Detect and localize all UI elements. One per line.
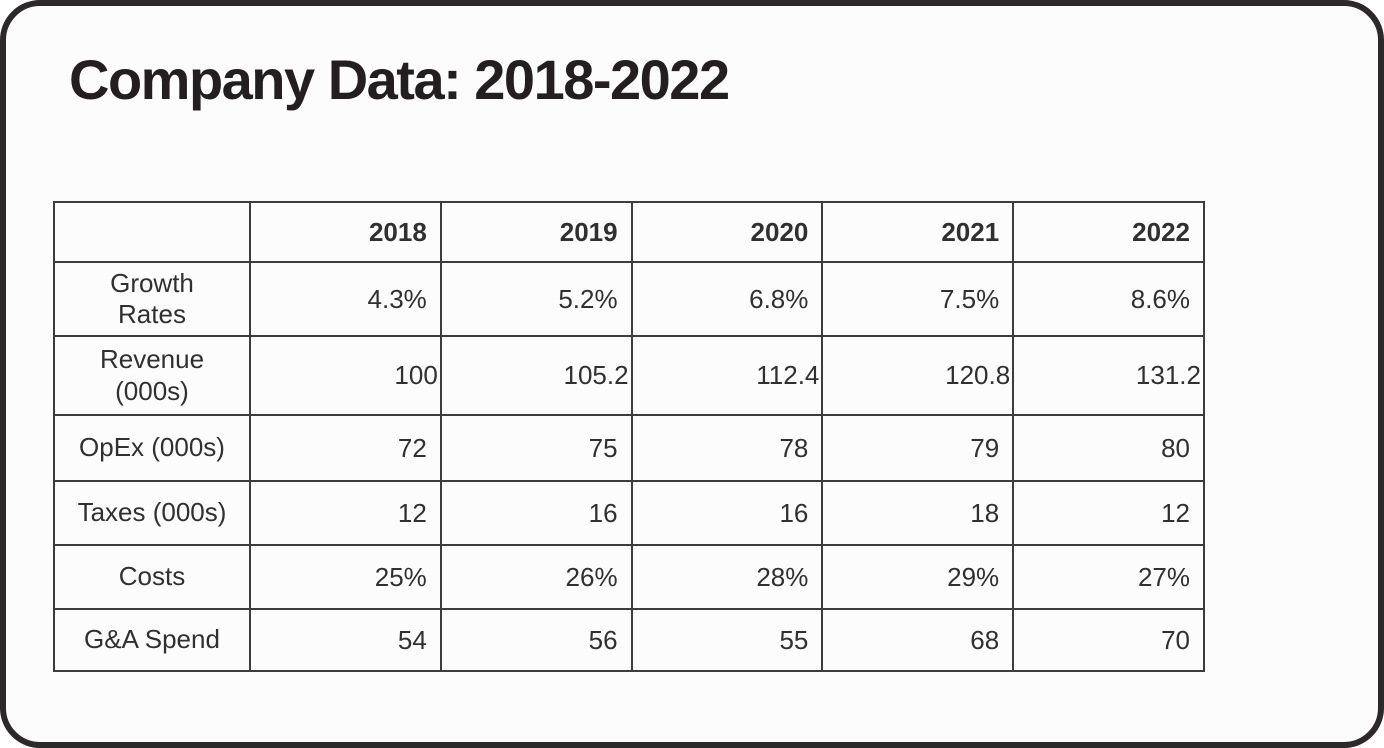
cell-value: 25%	[249, 544, 442, 610]
cell-value: 112.4	[630, 335, 824, 416]
cell-value: 131.2	[1012, 335, 1205, 416]
cell-value: 12	[249, 480, 442, 546]
table-row: Growth Rates 4.3% 5.2% 6.8% 7.5% 8.6%	[53, 261, 1205, 337]
table-body: Growth Rates 4.3% 5.2% 6.8% 7.5% 8.6% Revenue …	[53, 261, 1205, 672]
column-header-2021: 2021	[821, 201, 1015, 263]
column-header-2019: 2019	[439, 201, 633, 263]
cell-value: 100	[249, 335, 442, 416]
cell-value: 54	[249, 608, 442, 672]
cell-value: 6.8%	[630, 261, 824, 337]
cell-value: 55	[630, 608, 824, 672]
table-row: Costs 25% 26% 28% 29% 27%	[53, 544, 1205, 610]
row-label: Taxes (000s)	[53, 480, 251, 546]
row-label: OpEx (000s)	[53, 414, 251, 482]
cell-value: 80	[1012, 414, 1205, 482]
cell-value: 26%	[439, 544, 633, 610]
cell-value: 29%	[821, 544, 1015, 610]
table-row: G&A Spend 54 56 55 68 70	[53, 608, 1205, 672]
row-label: Revenue (000s)	[53, 335, 251, 416]
row-label: G&A Spend	[53, 608, 251, 672]
cell-value: 72	[249, 414, 442, 482]
cell-value: 4.3%	[249, 261, 442, 337]
table-header: 2018 2019 2020 2021 2022	[53, 201, 1205, 263]
cell-value: 75	[439, 414, 633, 482]
row-label: Costs	[53, 544, 251, 610]
cell-value: 18	[821, 480, 1015, 546]
company-data-table: 2018 2019 2020 2021 2022 Growth Rates 4.3% 5.2…	[53, 201, 1205, 672]
cell-value: 12	[1012, 480, 1205, 546]
cell-value: 105.2	[439, 335, 633, 416]
cell-value: 27%	[1012, 544, 1205, 610]
cell-value: 28%	[630, 544, 824, 610]
cell-value: 16	[439, 480, 633, 546]
column-header-2022: 2022	[1012, 201, 1205, 263]
cell-value: 79	[821, 414, 1015, 482]
table-row: Revenue (000s) 100 105.2 112.4 120.8 131.2	[53, 335, 1205, 416]
cell-value: 78	[630, 414, 824, 482]
column-header-2018: 2018	[249, 201, 442, 263]
cell-value: 68	[821, 608, 1015, 672]
slide-title: Company Data: 2018-2022	[69, 48, 730, 111]
row-label: Growth Rates	[53, 261, 251, 337]
table-row: OpEx (000s) 72 75 78 79 80	[53, 414, 1205, 482]
column-header-2020: 2020	[630, 201, 824, 263]
cell-value: 8.6%	[1012, 261, 1205, 337]
corner-header-cell	[53, 201, 251, 263]
cell-value: 120.8	[821, 335, 1015, 416]
cell-value: 70	[1012, 608, 1205, 672]
cell-value: 7.5%	[821, 261, 1015, 337]
table-row: Taxes (000s) 12 16 16 18 12	[53, 480, 1205, 546]
cell-value: 56	[439, 608, 633, 672]
header-row: 2018 2019 2020 2021 2022	[53, 201, 1205, 263]
cell-value: 16	[630, 480, 824, 546]
cell-value: 5.2%	[439, 261, 633, 337]
